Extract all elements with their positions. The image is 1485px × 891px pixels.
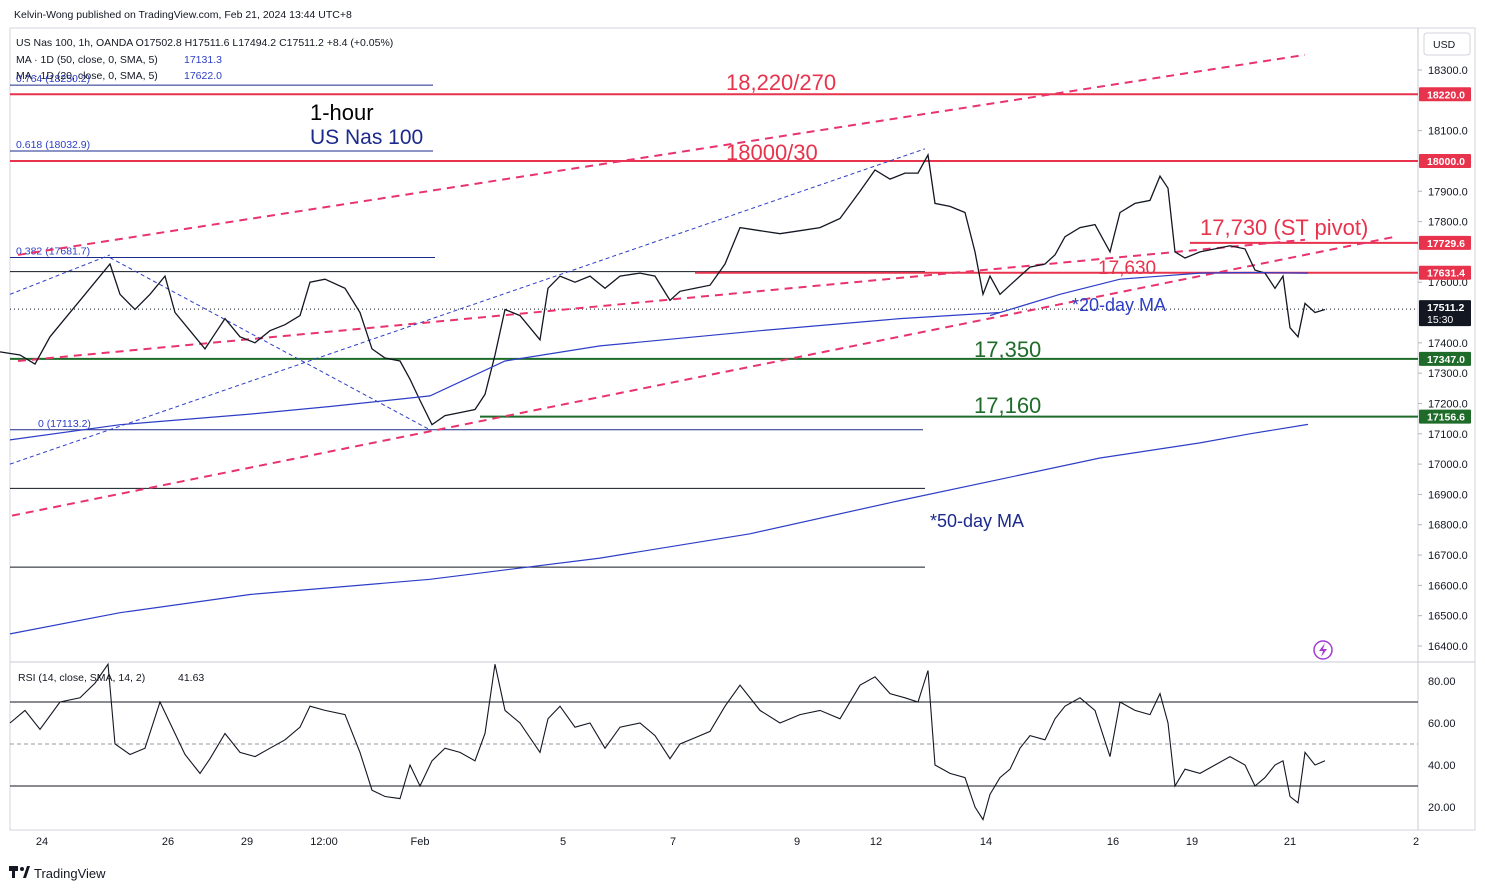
ma20-line: [989, 271, 1309, 317]
price-tag-label: 18000.0: [1427, 156, 1465, 168]
y-tick-label: 18100.0: [1428, 126, 1468, 138]
x-tick-label: 24: [36, 836, 48, 848]
instrument-annotation: US Nas 100: [310, 126, 423, 149]
x-tick-label: 2: [1413, 836, 1419, 848]
rsi-tick-label: 20.00: [1428, 802, 1456, 814]
trendline[interactable]: [9, 254, 111, 295]
trendline[interactable]: [11, 235, 1396, 517]
x-tick-label: 7: [670, 836, 676, 848]
y-tick-label: 16700.0: [1428, 550, 1468, 562]
ma20-label: *20-day MA: [1072, 295, 1166, 315]
x-tick-label: 14: [980, 836, 992, 848]
x-tick-label: 21: [1284, 836, 1296, 848]
rsi-line: [9, 662, 1326, 821]
trendline[interactable]: [9, 148, 926, 465]
rsi-tick-label: 60.00: [1428, 718, 1456, 730]
y-axis: 18300.0 18100.0 17900.0 17800.0 17600.0 17400…: [1418, 65, 1468, 653]
y-tick-label: 16500.0: [1428, 611, 1468, 623]
resistance-2-label: 18000/30: [726, 140, 818, 165]
y-tick-label: 17400.0: [1428, 338, 1468, 350]
publisher-line: Kelvin-Wong published on TradingView.com…: [14, 9, 352, 21]
trendline[interactable]: [109, 257, 431, 431]
rsi-tick-label: 80.00: [1428, 676, 1456, 688]
resistance-3-label: 17,630: [1098, 258, 1156, 279]
y-tick-label: 17900.0: [1428, 186, 1468, 198]
rsi-tick-label: 40.00: [1428, 760, 1456, 772]
support-2-label: 17,160: [974, 393, 1041, 418]
price-pane-border: [9, 27, 1476, 831]
y-tick-label: 18300.0: [1428, 65, 1468, 77]
x-tick-label: Feb: [411, 836, 430, 848]
price-tag-countdown: 15:30: [1427, 314, 1453, 326]
horizontal-levels: [10, 93, 1418, 418]
fib-level-label: 0.764 (18250.2): [16, 73, 90, 85]
ma50-label: *50-day MA: [930, 511, 1024, 531]
x-tick-label: 19: [1186, 836, 1198, 848]
y-tick-label: 17000.0: [1428, 459, 1468, 471]
timeframe-annotation: 1-hour: [310, 100, 374, 125]
price-tag-label: 17631.4: [1427, 268, 1465, 280]
price-tag[interactable]: [1419, 265, 1471, 280]
price-tag[interactable]: [1419, 409, 1471, 424]
y-tick-label: 16900.0: [1428, 489, 1468, 501]
ma20-line-history: [9, 311, 1001, 441]
x-tick-label: 12:00: [310, 836, 338, 848]
tradingview-logo-icon: [9, 866, 30, 878]
fib-level-label: 0.618 (18032.9): [16, 139, 90, 151]
footer-brand: TradingView: [34, 866, 106, 881]
y-tick-label: 17100.0: [1428, 429, 1468, 441]
price-tag[interactable]: [1419, 87, 1471, 102]
trendline[interactable]: [17, 238, 1306, 363]
rsi-legend-label[interactable]: RSI (14, close, SMA, 14, 2): [18, 672, 145, 684]
rsi-legend-value: 41.63: [178, 672, 204, 684]
currency-button[interactable]: [1423, 32, 1471, 56]
resistance-1-label: 18,220/270: [726, 70, 836, 95]
price-tag[interactable]: [1419, 153, 1471, 168]
y-tick-label: 16400.0: [1428, 641, 1468, 653]
y-tick-label: 17300.0: [1428, 368, 1468, 380]
support-1-label: 17,350: [974, 337, 1041, 362]
y-tick-label: 16800.0: [1428, 520, 1468, 532]
x-tick-label: 5: [560, 836, 566, 848]
rsi-series: [9, 662, 1418, 821]
symbol-legend[interactable]: US Nas 100, 1h, OANDA O17502.8 H17511.6 …: [16, 37, 393, 49]
pivot-label: 17,730 (ST pivot): [1200, 215, 1368, 240]
x-tick-label: 16: [1107, 836, 1119, 848]
price-tags[interactable]: 18220.0 18000.0 17729.6 17631.4 17511.215:30…: [1419, 87, 1471, 424]
price-tag-label: 17347.0: [1427, 354, 1465, 366]
x-tick-label: 12: [870, 836, 882, 848]
x-tick-label: 9: [794, 836, 800, 848]
lightning-icon[interactable]: [1313, 640, 1333, 660]
price-tag[interactable]: [1419, 300, 1471, 327]
ma1-legend-label[interactable]: MA · 1D (50, close, 0, SMA, 5): [16, 54, 158, 66]
currency-label: USD: [1433, 39, 1456, 51]
price-tag-label: 17729.6: [1427, 238, 1465, 250]
ma1-legend-value: 17131.3: [184, 54, 222, 66]
y-tick-label: 17600.0: [1428, 277, 1468, 289]
ma2-legend-label[interactable]: MA · 1D (20, close, 0, SMA, 5): [16, 70, 158, 82]
fib-level-label: 0.382 (17681.7): [16, 245, 90, 257]
y-tick-label: 17200.0: [1428, 398, 1468, 410]
x-axis: 24 26 29 12:00 Feb 5 7 9 12 14 16 19 21 2: [36, 836, 1419, 848]
price-tag-label: 18220.0: [1427, 89, 1465, 101]
fib-level-label: 0 (17113.2): [38, 418, 91, 430]
x-tick-label: 29: [241, 836, 253, 848]
price-tag[interactable]: [1419, 235, 1471, 250]
x-tick-label: 26: [162, 836, 174, 848]
trendlines: [9, 53, 1396, 517]
y-tick-label: 16600.0: [1428, 580, 1468, 592]
ma2-legend-value: 17622.0: [184, 70, 222, 82]
price-tag-label: 17156.6: [1427, 412, 1465, 424]
price-line: [0, 152, 1326, 426]
price-tag[interactable]: [1419, 351, 1471, 366]
trendline[interactable]: [17, 53, 1306, 256]
fibonacci-levels: 0.764 (18250.2) 0.618 (18032.9) 0.382 (176…: [10, 73, 925, 568]
price-series: [0, 152, 1326, 635]
y-tick-label: 17800.0: [1428, 217, 1468, 229]
rsi-y-axis: 80.00 60.00 40.00 20.00: [1428, 676, 1456, 814]
price-tag-label: 17511.2: [1427, 302, 1465, 314]
ma50-line: [9, 423, 1309, 635]
